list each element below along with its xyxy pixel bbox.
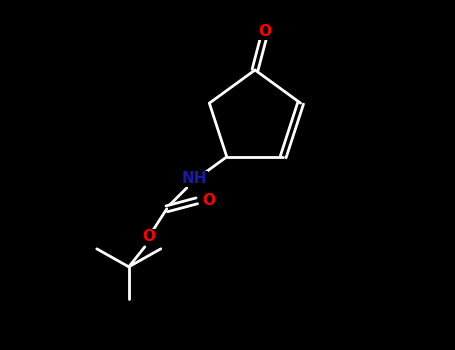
Text: NH: NH	[182, 172, 207, 186]
Text: O: O	[202, 193, 215, 208]
Text: O: O	[142, 229, 155, 244]
Text: O: O	[258, 25, 272, 40]
